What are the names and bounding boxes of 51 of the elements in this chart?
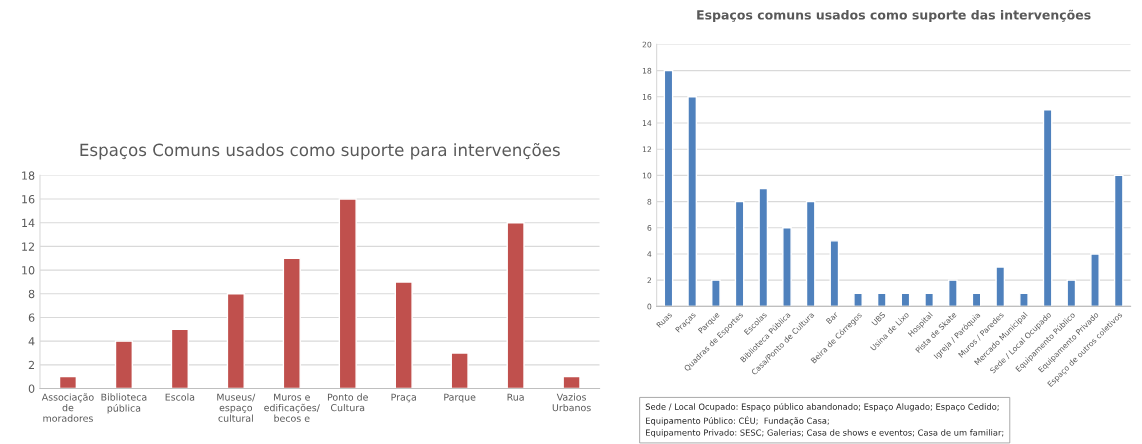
x-tick-label: Biblioteca pública (101, 393, 147, 414)
bar (1113, 174, 1124, 307)
bar (853, 292, 863, 307)
x-tick-label: Praça (391, 393, 416, 403)
y-tick-label: 6 (28, 313, 35, 322)
x-tick-label: Rua (507, 393, 524, 401)
y-tick-label: 18 (22, 171, 35, 180)
bar (924, 292, 935, 307)
y-tick-label: 14 (22, 218, 35, 227)
x-tick-label: Ponto de Cultura (327, 393, 368, 412)
x-tick-label: Parque (444, 393, 476, 403)
y-tick-label: 4 (28, 337, 35, 346)
bar (805, 200, 816, 307)
y-tick-label: 12 (22, 242, 34, 251)
bar (876, 292, 887, 307)
bar (782, 227, 792, 307)
x-tick-label: Vazios Urbanos (552, 393, 591, 412)
bar (562, 375, 581, 389)
bar (734, 200, 745, 307)
bar (758, 187, 769, 307)
bar (829, 240, 840, 307)
bar (948, 279, 958, 307)
bar (338, 198, 357, 389)
text: Sede / Local Ocupado: Espaço público abandonado; Espaço Alugado; Espaço Cedido; Equipamento Público: CÉU; Fundação Casa; Equipamento Privado: SESC; Galerias; Casa de shows e eventos; Casa de um familiar; (645, 403, 1004, 438)
x-tick-label: Escola (165, 393, 195, 401)
bar (995, 266, 1006, 307)
bar (394, 281, 413, 389)
bar (114, 340, 133, 389)
y-tick-label: 16 (22, 195, 35, 204)
x-tick-label: Museus/ espaço cultural (217, 393, 256, 422)
y-tick-label: 10 (22, 266, 35, 275)
x-tick-label: Muros e edificações/ becos e (264, 393, 320, 422)
bar (226, 293, 245, 389)
bar (663, 69, 674, 307)
y-tick-label: 0 (28, 384, 35, 393)
chart-title: Espaços comuns usados como suporte das intervenções (697, 9, 1091, 22)
bar (1090, 253, 1100, 307)
bar (1066, 279, 1077, 307)
y-tick-label: 2 (28, 360, 34, 370)
chart-title: Espaços Comuns usados como suporte para intervenções (80, 142, 560, 160)
y-tick-label: 8 (28, 289, 35, 299)
bar (170, 328, 189, 389)
x-tick-label: Associação de moradores (41, 393, 94, 422)
bar (711, 279, 721, 307)
bar (450, 352, 469, 389)
bar (506, 222, 525, 389)
bar (687, 96, 698, 307)
bar (58, 375, 78, 389)
bar (282, 257, 301, 389)
bar (1019, 292, 1029, 307)
bar (1042, 109, 1053, 307)
